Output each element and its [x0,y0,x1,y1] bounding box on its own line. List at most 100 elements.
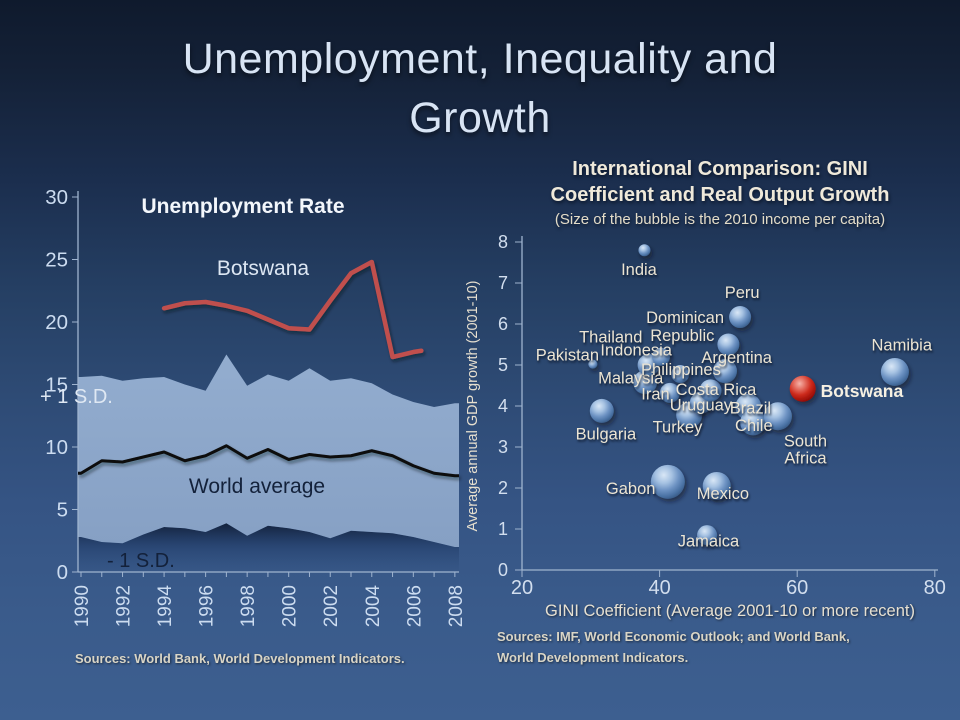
label-mexico: Mexico [697,485,749,503]
x-axis-labels: 1990 1992 1994 1996 1998 2000 2002 2004 2006 2008 [72,572,467,627]
x-tick-label: 2008 [446,585,467,627]
gini-chart-title-line-2: Coefficient and Real Output Growth [550,184,890,206]
label-peru: Peru [725,284,760,302]
y-tick-label: 4 [498,396,508,416]
sd-band [78,354,459,572]
label-jamaica: Jamaica [678,532,740,550]
x-tick-label: 40 [648,577,670,599]
x-axis-labels: 20 40 60 80 [511,570,946,599]
label-philippines: Philippines [641,361,721,379]
y-tick-label: 30 [45,186,68,209]
y-tick-label: 5 [57,499,68,522]
annotation--1-s-d-: + 1 S.D. [40,386,113,408]
label-gabon: Gabon [606,480,656,498]
bubble-argentina [712,359,737,384]
below-band-shadow-area [78,523,459,572]
unemployment-chart: 0 5 10 15 20 25 30 1990 1992 1994 1996 1998 2000 2002… [40,186,467,627]
label-botswana: Botswana [821,381,904,401]
bubble-dominican-republic [717,333,740,356]
y-axis-labels: 0 1 2 3 4 5 6 7 8 [498,232,522,580]
bubble-chile [740,409,767,436]
x-tick-label: 2004 [363,585,384,628]
bubble-labels: Gabon Mexico Jamaica Bulgaria Turkey IranMala… [536,261,933,550]
gini-chart: 0 1 2 3 4 5 6 7 8 20 40 60 80 Average annual GDP grow… [465,232,946,599]
label-argentina: Argentina [701,349,772,367]
label-turkey: Turkey [653,419,704,437]
annotation-unemployment-rate: Unemployment Rate [141,195,344,218]
bubble-thailand [651,347,670,366]
x-tick-label: 1990 [72,585,93,627]
bubble-bulgaria [589,398,614,423]
bubble-malaysia [633,370,658,395]
gini-chart-header: International Comparison: GINI Coefficie… [485,156,955,228]
annotation-world-average: World average [189,475,325,498]
label-thailand: Thailand [579,328,642,346]
world-average-line [78,444,459,478]
y-tick-label: 5 [498,355,508,375]
y-tick-label: 8 [498,232,508,252]
x-tick-label: 1996 [197,585,218,627]
gini-x-axis-title: GINI Coefficient (Average 2001-10 or mor… [545,602,915,620]
slide-title: Unemployment, Inequality and Growth [0,30,960,148]
label-india: India [621,261,658,279]
gini-chart-subtitle: (Size of the bubble is the 2010 income p… [554,211,886,228]
label-malaysia: Malaysia [598,369,664,387]
x-tick-label: 2000 [280,585,301,627]
botswana-line [161,259,424,360]
label-brazil: Brazil [730,400,771,418]
y-axis-labels: 0 5 10 15 20 25 30 [45,186,78,584]
bubble-namibia [880,357,909,386]
y-tick-label: 6 [498,314,508,334]
label-dominican-republic: Republic [650,327,714,345]
annotation--1-s-d-: - 1 S.D. [107,550,175,572]
label-bulgaria: Bulgaria [576,425,637,443]
bubble-philippines [671,365,690,384]
unemployment-chart-source: Sources: World Bank, World Development I… [75,651,405,666]
label-namibia: Namibia [872,337,933,355]
bubble-india [638,244,651,257]
bubble-botswana [789,375,816,402]
bubble-iran [659,382,680,403]
bubble-south-africa [763,402,792,431]
gini-chart-source-line-1: Sources: IMF, World Economic Outlook; an… [497,629,850,644]
bubble-pakistan [588,359,598,369]
y-tick-label: 0 [57,561,68,584]
label-pakistan: Pakistan [536,346,599,364]
y-tick-label: 15 [45,374,68,397]
y-tick-label: 10 [45,436,68,459]
label-iran: Iran [641,386,669,404]
x-tick-label: 2006 [404,585,425,627]
bubble-peru [729,306,752,329]
y-tick-label: 2 [498,478,508,498]
gini-chart-source: Sources: IMF, World Economic Outlook; an… [497,626,850,668]
gini-y-axis-title: Average annual GDP growth (2001-10) [465,281,481,532]
slide-title-line-2: Growth [409,94,551,142]
x-tick-label: 1992 [114,585,135,627]
gini-chart-source-line-2: World Development Indicators. [497,650,689,665]
y-tick-label: 20 [45,311,68,334]
annotation-botswana: Botswana [217,257,310,280]
label-south-africa: South [784,432,827,450]
label-chile: Chile [735,417,773,435]
label-dominican-republic: Dominican [646,309,724,327]
bubble-gabon [650,464,685,499]
bubble-mexico [702,471,731,500]
x-tick-label: 2002 [321,585,342,627]
y-tick-label: 0 [498,560,508,580]
label-south-africa: Africa [784,450,827,468]
bubbles [588,244,909,546]
x-tick-label: 80 [924,577,946,599]
x-tick-label: 1994 [155,585,176,628]
axes [521,236,938,571]
slide-title-line-1: Unemployment, Inequality and [182,35,778,83]
gini-chart-title-line-1: International Comparison: GINI [572,158,868,180]
label-indonesia: Indonesia [600,341,672,359]
x-tick-label: 60 [786,577,808,599]
x-tick-label: 1998 [238,585,259,627]
bubble-jamaica [697,525,718,546]
y-tick-label: 7 [498,273,508,293]
y-tick-label: 1 [498,519,508,539]
label-uruguay: Uruguay [670,396,733,414]
axes [77,191,459,573]
